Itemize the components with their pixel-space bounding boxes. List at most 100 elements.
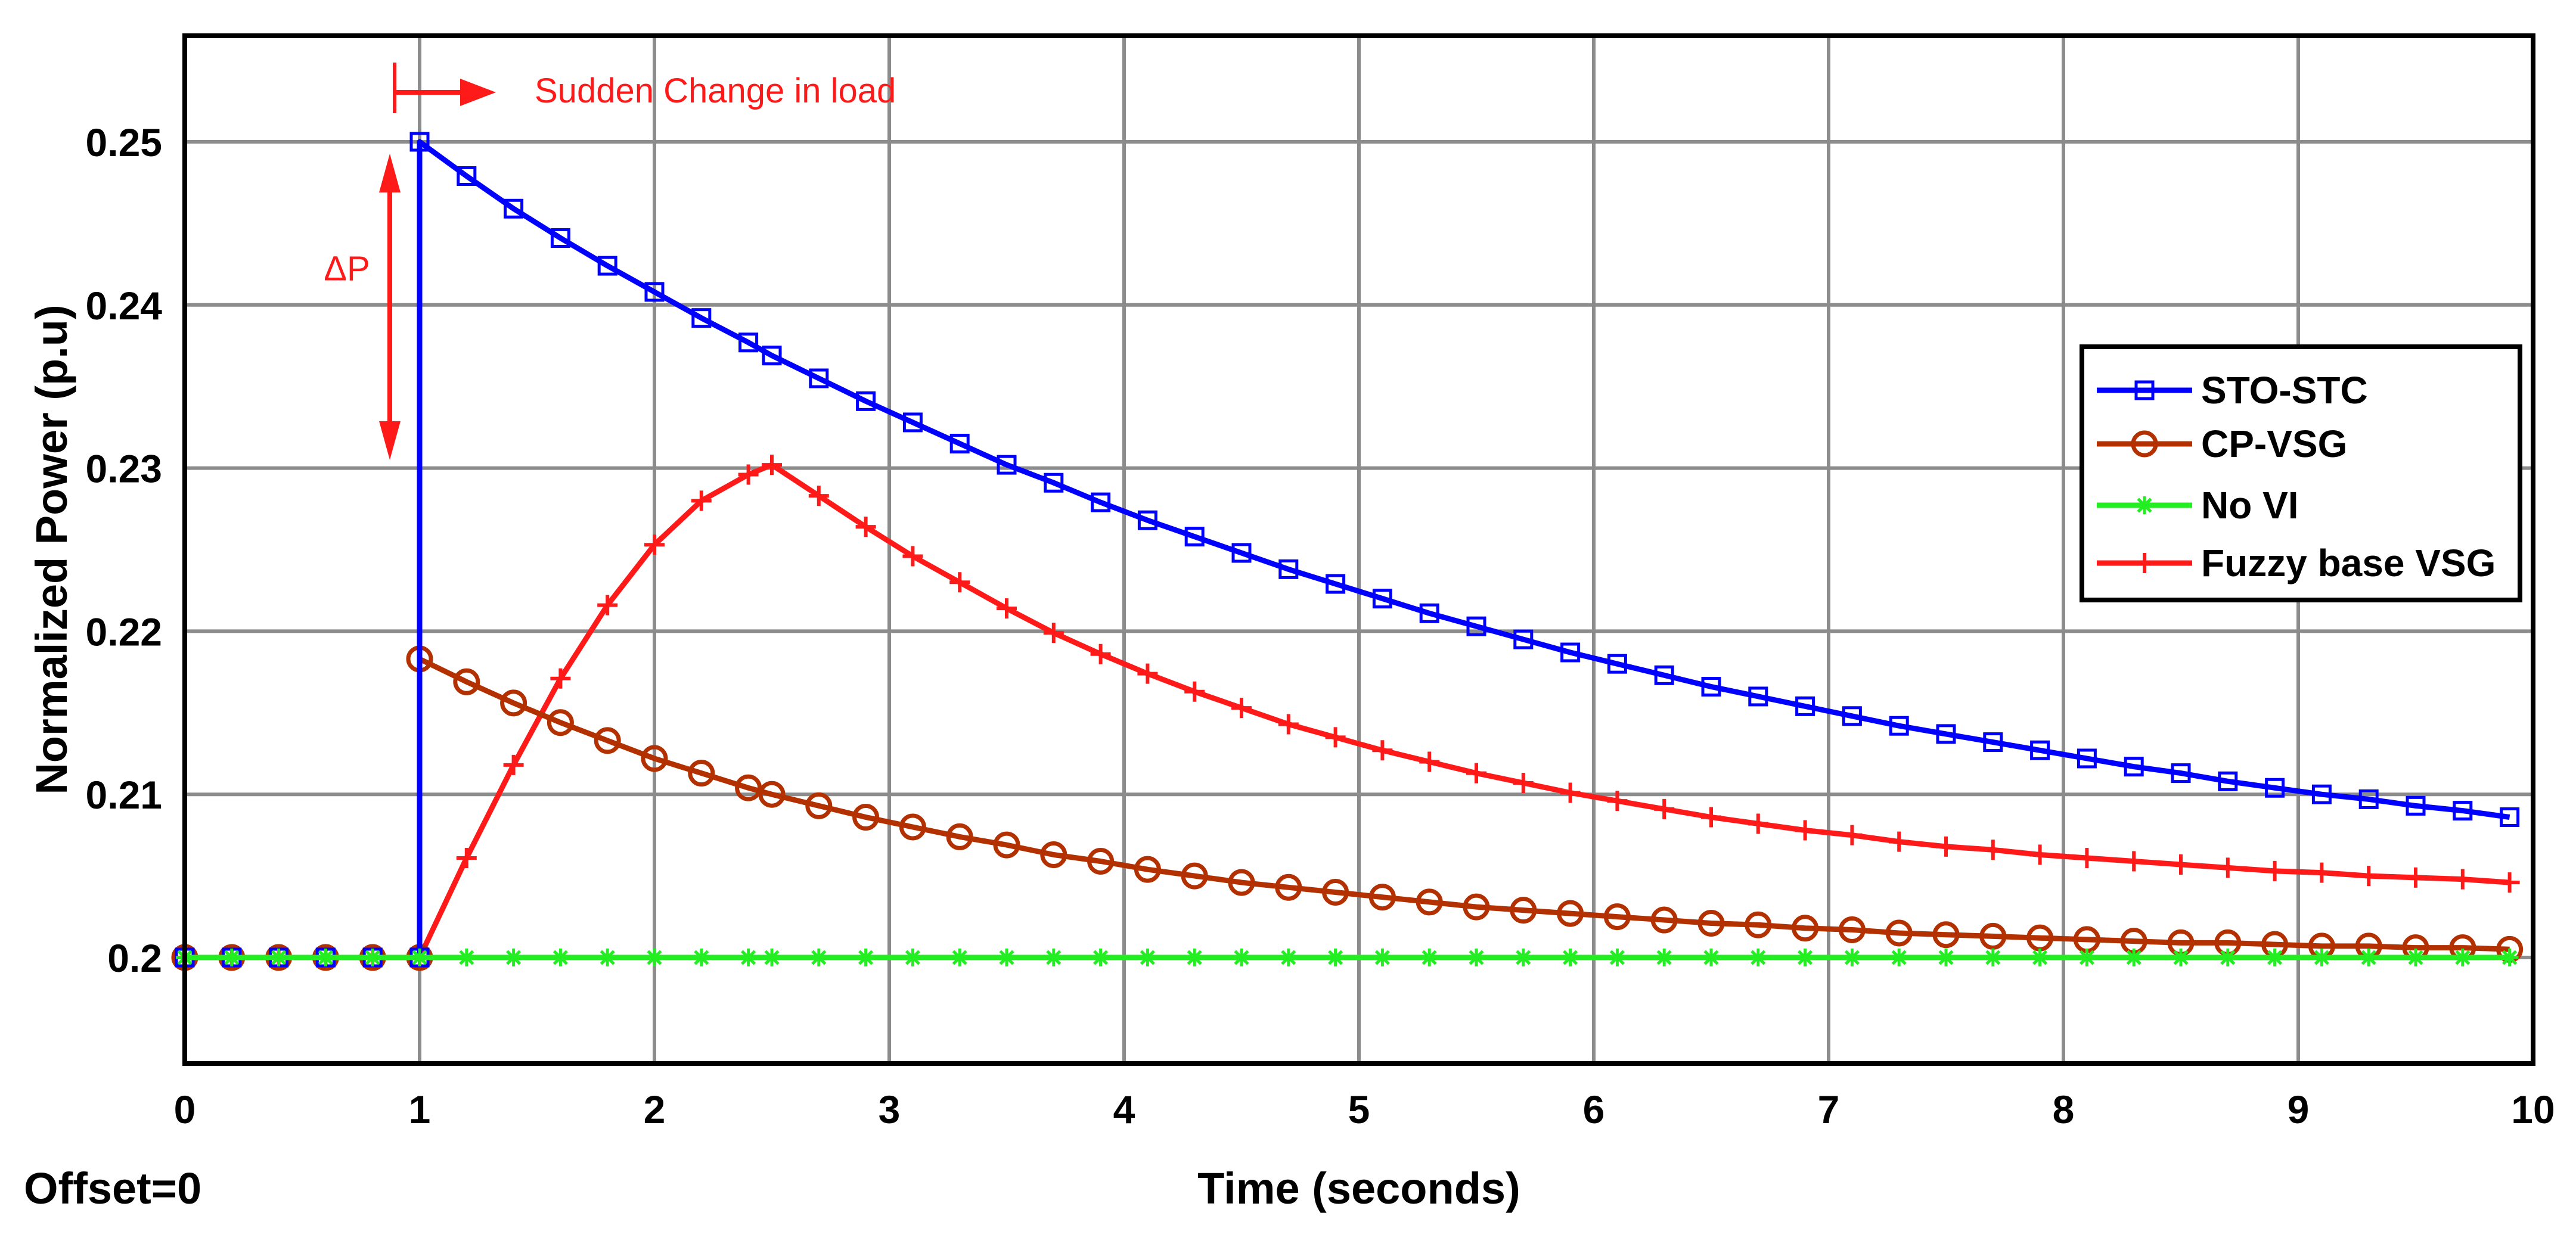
- data-point-square: [2453, 801, 2473, 821]
- data-point-asterisk: [1608, 949, 1627, 967]
- data-point-square: [550, 228, 570, 248]
- data-point-asterisk: [364, 949, 382, 967]
- legend-label: STO-STC: [2201, 369, 2368, 412]
- data-point-plus: [1043, 623, 1064, 643]
- data-point-plus: [1325, 727, 1346, 748]
- data-point-asterisk: [2218, 949, 2237, 967]
- x-tick-label: 5: [1348, 1087, 1370, 1131]
- data-point-circle: [1134, 856, 1161, 883]
- data-point-asterisk: [1796, 949, 1814, 967]
- data-point-asterisk: [2078, 949, 2096, 967]
- legend: STO-STC CP-VSG No VI Fuzzy base VSG: [2080, 344, 2522, 602]
- legend-item: CP-VSG: [2097, 422, 2347, 465]
- x-tick-label: 1: [409, 1087, 431, 1131]
- data-point-plus: [1607, 791, 1628, 812]
- data-point-plus: [1372, 740, 1393, 761]
- y-tick-label: 0.23: [86, 447, 162, 491]
- data-point-square: [809, 368, 829, 388]
- data-point-circle: [899, 813, 926, 841]
- data-point-square: [504, 198, 524, 219]
- data-point-asterisk: [998, 949, 1016, 967]
- data-point-plus: [949, 572, 970, 593]
- data-point-asterisk: [1373, 949, 1392, 967]
- x-tick-label: 7: [1818, 1087, 1840, 1131]
- data-point-plus: [1513, 773, 1534, 794]
- data-point-asterisk: [2313, 949, 2331, 967]
- data-point-square: [1983, 732, 2003, 753]
- data-point-square: [1231, 543, 1252, 563]
- data-point-asterisk: [457, 949, 476, 967]
- data-point-plus: [762, 455, 782, 475]
- data-point-asterisk: [2500, 949, 2519, 967]
- data-point-plus: [2452, 869, 2473, 890]
- data-point-square: [902, 412, 923, 433]
- data-point-circle: [1557, 900, 1584, 927]
- data-point-asterisk: [904, 949, 922, 967]
- data-point-circle: [1322, 879, 1349, 906]
- data-point-square: [2134, 380, 2155, 400]
- data-point-square: [457, 166, 477, 186]
- data-point-circle: [688, 760, 715, 787]
- data-point-plus: [1795, 820, 1815, 841]
- plot-frame: [182, 33, 2535, 1066]
- data-point-asterisk: [1233, 949, 1250, 967]
- data-point-plus: [597, 595, 618, 615]
- data-point-circle: [1181, 862, 1208, 890]
- data-point-plus: [1889, 831, 1910, 852]
- data-point-square: [1795, 696, 1815, 716]
- x-tick-label: 4: [1113, 1087, 1135, 1131]
- x-axis-label: Time (seconds): [1197, 1164, 1520, 1213]
- legend-label: No VI: [2201, 484, 2299, 527]
- series-line: [185, 656, 2510, 960]
- x-tick-label: 0: [174, 1087, 196, 1131]
- data-point-square: [2077, 748, 2097, 769]
- data-point-plus: [902, 546, 923, 567]
- data-point-plus: [2406, 867, 2426, 888]
- data-point-asterisk: [1843, 949, 1861, 967]
- data-point-square: [1419, 603, 1439, 623]
- data-point-asterisk: [1890, 949, 1908, 967]
- y-tick-label: 0.24: [86, 284, 163, 328]
- data-point-circle: [1368, 884, 1396, 911]
- data-point-circle: [1087, 847, 1115, 875]
- data-point-asterisk: [1749, 949, 1767, 967]
- data-point-plus: [2124, 851, 2144, 872]
- data-point-plus: [1560, 782, 1581, 803]
- data-point-square: [2030, 740, 2050, 760]
- data-point-plus: [1090, 643, 1111, 664]
- data-point-square: [1184, 527, 1205, 547]
- series-no-vi: [176, 949, 2519, 967]
- data-point-circle: [1792, 915, 1819, 942]
- data-point-plus: [738, 464, 759, 485]
- data-point-circle: [2131, 430, 2158, 458]
- data-point-asterisk: [1279, 949, 1298, 967]
- data-point-square: [1889, 716, 1909, 736]
- data-point-asterisk: [2360, 949, 2378, 967]
- data-point-circle: [1838, 916, 1866, 943]
- data-point-asterisk: [809, 949, 828, 967]
- data-point-plus: [808, 486, 829, 506]
- data-point-square: [762, 346, 782, 366]
- data-point-asterisk: [1185, 949, 1204, 967]
- data-point-square: [1560, 642, 1581, 663]
- data-point-square: [2171, 763, 2191, 784]
- data-point-circle: [500, 689, 527, 717]
- data-point-asterisk: [1937, 949, 1955, 967]
- x-tick-label: 10: [2511, 1087, 2555, 1131]
- data-point-plus: [2311, 862, 2332, 883]
- series-layer: [171, 132, 2524, 971]
- data-point-plus: [503, 754, 524, 775]
- data-point-asterisk: [1514, 949, 1532, 967]
- data-point-square: [738, 332, 759, 353]
- y-tick-label: 0.22: [86, 610, 162, 654]
- data-point-circle: [1228, 869, 1255, 896]
- data-point-circle: [1275, 873, 1302, 901]
- data-point-asterisk: [222, 949, 241, 967]
- data-point-asterisk: [856, 949, 875, 967]
- data-point-plus: [2171, 854, 2191, 875]
- data-point-plus: [1654, 798, 1675, 819]
- data-point-asterisk: [739, 949, 758, 967]
- series-cp-vsg: [171, 645, 2524, 971]
- data-point-asterisk: [316, 949, 335, 967]
